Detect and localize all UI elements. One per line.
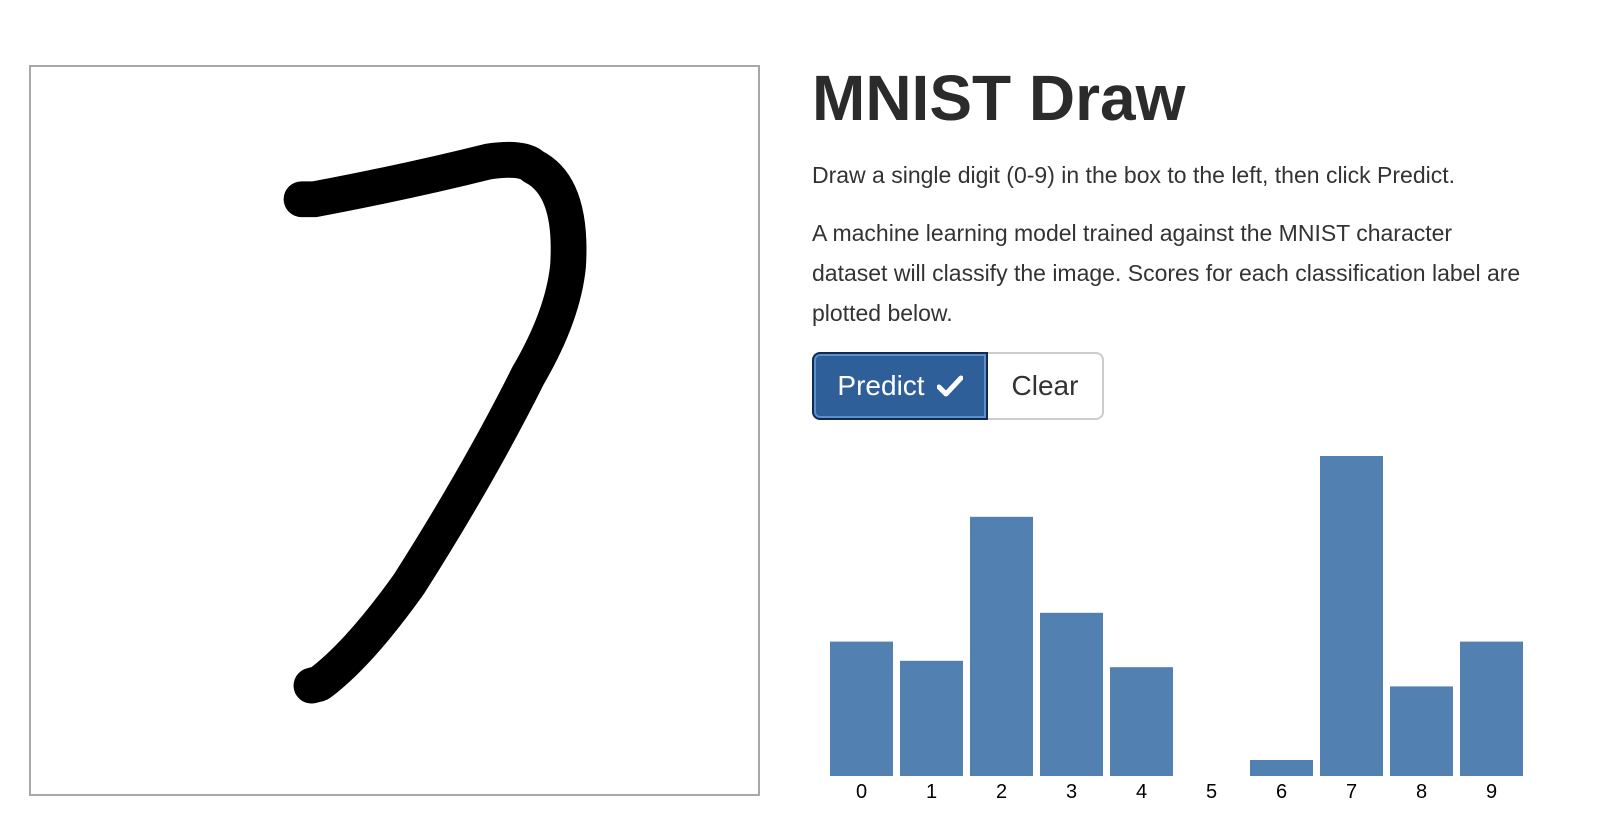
bar-label-5: 5	[1206, 781, 1217, 800]
drawing-canvas[interactable]	[29, 65, 760, 796]
drawn-digit-stroke	[283, 141, 587, 704]
score-bar-0	[830, 641, 893, 776]
check-icon	[936, 375, 963, 397]
bar-label-0: 0	[856, 781, 867, 800]
bar-label-4: 4	[1136, 781, 1147, 800]
score-bar-4	[1110, 667, 1173, 776]
predict-button-label: Predict	[837, 370, 925, 401]
bar-label-2: 2	[996, 781, 1007, 800]
score-bar-6	[1250, 760, 1313, 776]
bar-label-1: 1	[926, 781, 937, 800]
instruction-text: Draw a single digit (0-9) in the box to …	[812, 162, 1456, 188]
bar-label-6: 6	[1276, 781, 1287, 800]
score-bar-1	[900, 660, 963, 776]
score-bar-chart: 0 1 2 3 4 5 6 7 8 9	[830, 456, 1523, 800]
predict-button[interactable]: Predict	[812, 352, 988, 420]
clear-button[interactable]: Clear	[988, 352, 1104, 420]
bar-label-8: 8	[1416, 781, 1427, 800]
bar-label-7: 7	[1346, 781, 1357, 800]
score-bar-8	[1390, 686, 1453, 776]
bar-label-3: 3	[1066, 781, 1077, 800]
bar-label-9: 9	[1486, 781, 1497, 800]
score-bar-7	[1320, 456, 1383, 776]
score-bar-2	[970, 516, 1033, 776]
score-chart: 0 1 2 3 4 5 6 7 8 9	[812, 440, 1532, 800]
score-bar-9	[1460, 641, 1523, 776]
page-title: MNIST Draw	[812, 62, 1186, 134]
action-button-group: Predict Clear	[812, 352, 1104, 420]
description-text: A machine learning model trained against…	[812, 220, 1521, 326]
score-bar-3	[1040, 612, 1103, 776]
clear-button-label: Clear	[1011, 370, 1079, 401]
